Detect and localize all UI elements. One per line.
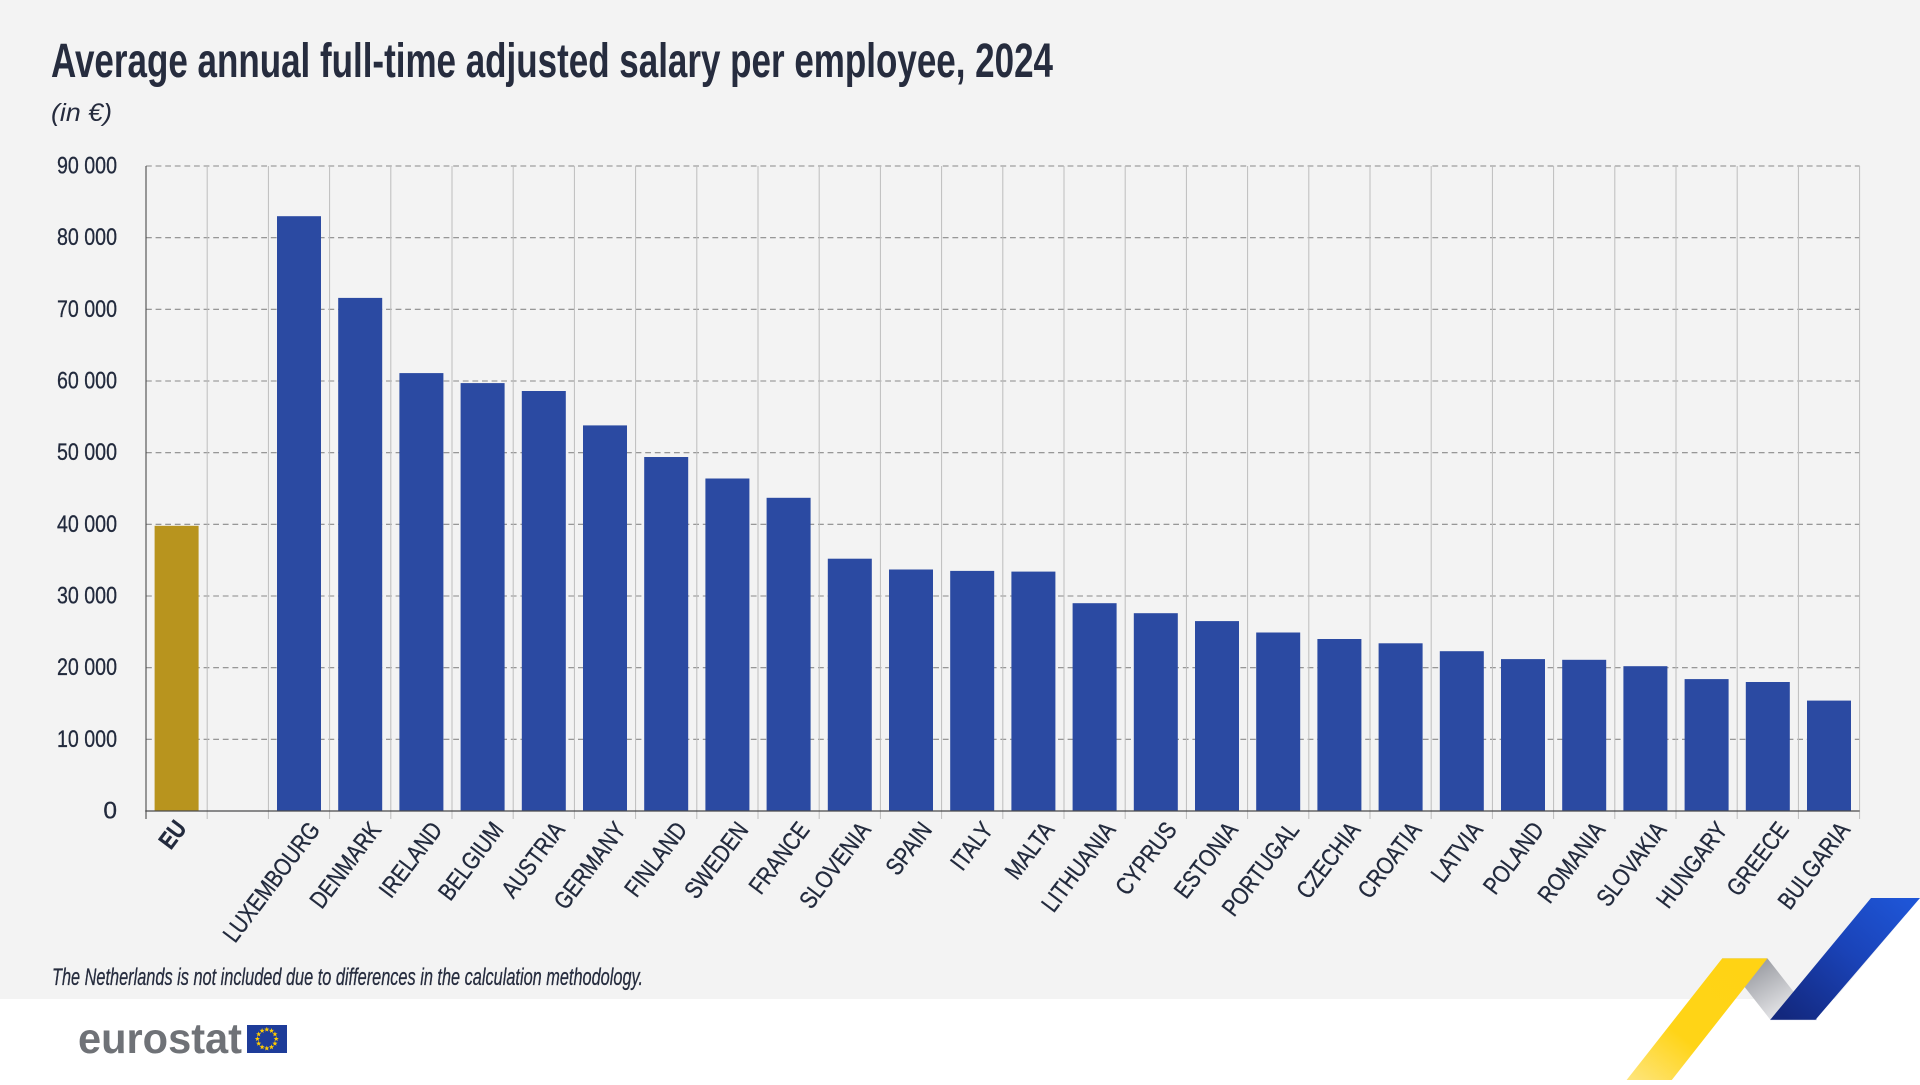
svg-text:20 000: 20 000 [57, 654, 117, 681]
svg-text:30 000: 30 000 [57, 583, 117, 610]
svg-text:Average annual full-time adjus: Average annual full-time adjusted salary… [51, 35, 1053, 88]
svg-text:10 000: 10 000 [57, 726, 117, 753]
svg-text:80 000: 80 000 [57, 224, 117, 251]
svg-text:(in €): (in €) [51, 99, 112, 127]
svg-text:eurostat: eurostat [78, 1015, 242, 1063]
svg-text:The Netherlands is not include: The Netherlands is not included due to d… [52, 964, 643, 991]
svg-text:60 000: 60 000 [57, 368, 117, 395]
svg-text:40 000: 40 000 [57, 511, 117, 538]
svg-text:50 000: 50 000 [57, 439, 117, 466]
svg-text:90 000: 90 000 [57, 153, 117, 180]
svg-text:70 000: 70 000 [57, 296, 117, 323]
svg-text:0: 0 [103, 798, 117, 825]
